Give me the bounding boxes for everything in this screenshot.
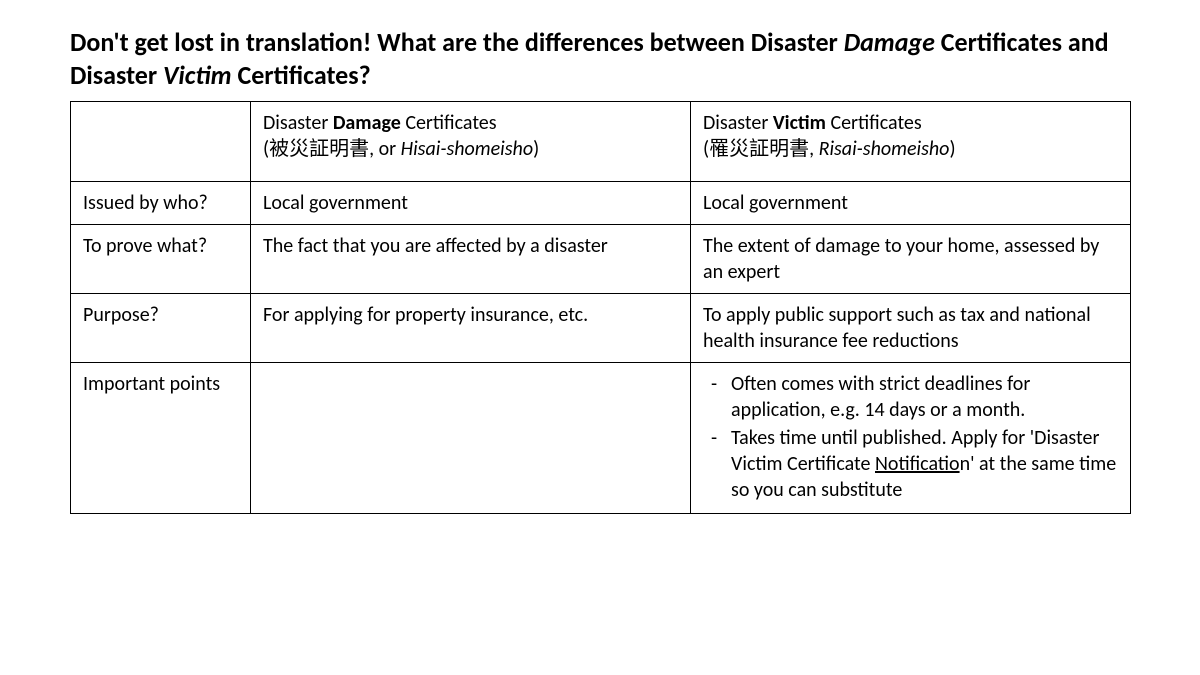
table-header-row: Disaster Damage Certificates (被災証明書, or … — [71, 102, 1131, 182]
title-emph-damage: Damage — [844, 26, 935, 58]
important-bullet-2: Takes time until published. Apply for 'D… — [725, 425, 1120, 503]
header-damage-sub-ital: Hisai-shomeisho — [401, 137, 533, 161]
cell-purpose-damage: For applying for property insurance, etc… — [251, 294, 691, 363]
header-damage-sub-pre: (被災証明書, or — [263, 137, 401, 161]
comparison-table: Disaster Damage Certificates (被災証明書, or … — [70, 101, 1131, 514]
header-victim-sub-post: ) — [949, 137, 955, 161]
label-purpose: Purpose? — [71, 294, 251, 363]
label-important: Important points — [71, 363, 251, 514]
header-victim-pre: Disaster — [703, 111, 773, 135]
cell-important-victim: Often comes with strict deadlines for ap… — [691, 363, 1131, 514]
row-purpose: Purpose? For applying for property insur… — [71, 294, 1131, 363]
slide-title: Don't get lost in translation! What are … — [70, 26, 1130, 91]
header-victim-sub-ital: Risai-shomeisho — [819, 137, 950, 161]
header-damage-post: Certificates — [401, 111, 497, 135]
title-emph-victim: Victim — [163, 59, 232, 91]
important-bullet-list: Often comes with strict deadlines for ap… — [703, 371, 1120, 503]
label-issued-by: Issued by who? — [71, 182, 251, 225]
cell-important-damage — [251, 363, 691, 514]
cell-issued-by-victim: Local government — [691, 182, 1131, 225]
cell-purpose-victim: To apply public support such as tax and … — [691, 294, 1131, 363]
bullet2-underline: Notificatio — [875, 452, 960, 476]
cell-issued-by-damage: Local government — [251, 182, 691, 225]
label-to-prove: To prove what? — [71, 225, 251, 294]
header-damage-pre: Disaster — [263, 111, 333, 135]
header-damage-bold: Damage — [333, 111, 401, 135]
row-to-prove: To prove what? The fact that you are aff… — [71, 225, 1131, 294]
header-victim-cell: Disaster Victim Certificates (罹災証明書, Ris… — [691, 102, 1131, 182]
title-text-post: Certificates? — [232, 59, 371, 91]
title-text-pre: Don't get lost in translation! What are … — [70, 26, 844, 58]
header-damage-cell: Disaster Damage Certificates (被災証明書, or … — [251, 102, 691, 182]
cell-to-prove-damage: The fact that you are affected by a disa… — [251, 225, 691, 294]
row-important: Important points Often comes with strict… — [71, 363, 1131, 514]
header-damage-sub-post: ) — [533, 137, 539, 161]
header-victim-bold: Victim — [773, 111, 826, 135]
cell-to-prove-victim: The extent of damage to your home, asses… — [691, 225, 1131, 294]
header-blank-cell — [71, 102, 251, 182]
header-victim-post: Certificates — [826, 111, 922, 135]
slide-container: Don't get lost in translation! What are … — [0, 0, 1200, 534]
row-issued-by: Issued by who? Local government Local go… — [71, 182, 1131, 225]
header-victim-sub-pre: (罹災証明書, — [703, 137, 819, 161]
important-bullet-1: Often comes with strict deadlines for ap… — [725, 371, 1120, 423]
